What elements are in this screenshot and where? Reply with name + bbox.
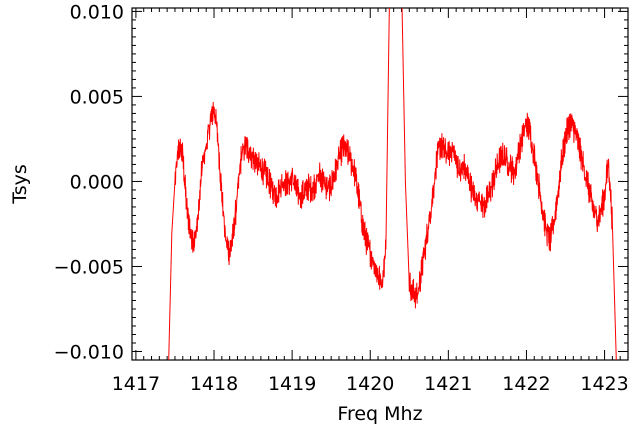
y-tick-label: 0.005: [70, 86, 124, 108]
x-tick-label: 1421: [424, 373, 472, 395]
y-tick-label: −0.010: [54, 341, 124, 363]
x-tick-label: 1419: [268, 373, 316, 395]
y-axis-ticks: 0.010 0.005 0.000 −0.005 −0.010: [54, 1, 628, 363]
y-tick-label: 0.000: [70, 171, 124, 193]
x-axis-label: Freq Mhz: [337, 403, 422, 425]
x-axis-ticks: 1417 1418 1419 1420 1421 1422 1423: [112, 8, 629, 395]
y-tick-label: 0.010: [70, 1, 124, 23]
series-line: [168, 8, 617, 360]
y-tick-label: −0.005: [54, 256, 124, 278]
x-tick-label: 1420: [346, 373, 394, 395]
x-tick-label: 1423: [580, 373, 628, 395]
series-layer: [168, 8, 617, 360]
x-tick-label: 1417: [112, 373, 160, 395]
plot-area: [131, 7, 629, 361]
x-tick-label: 1418: [190, 373, 238, 395]
x-tick-label: 1422: [502, 373, 550, 395]
plot-frame: [131, 7, 629, 361]
y-axis-label: Tsys: [9, 164, 31, 205]
